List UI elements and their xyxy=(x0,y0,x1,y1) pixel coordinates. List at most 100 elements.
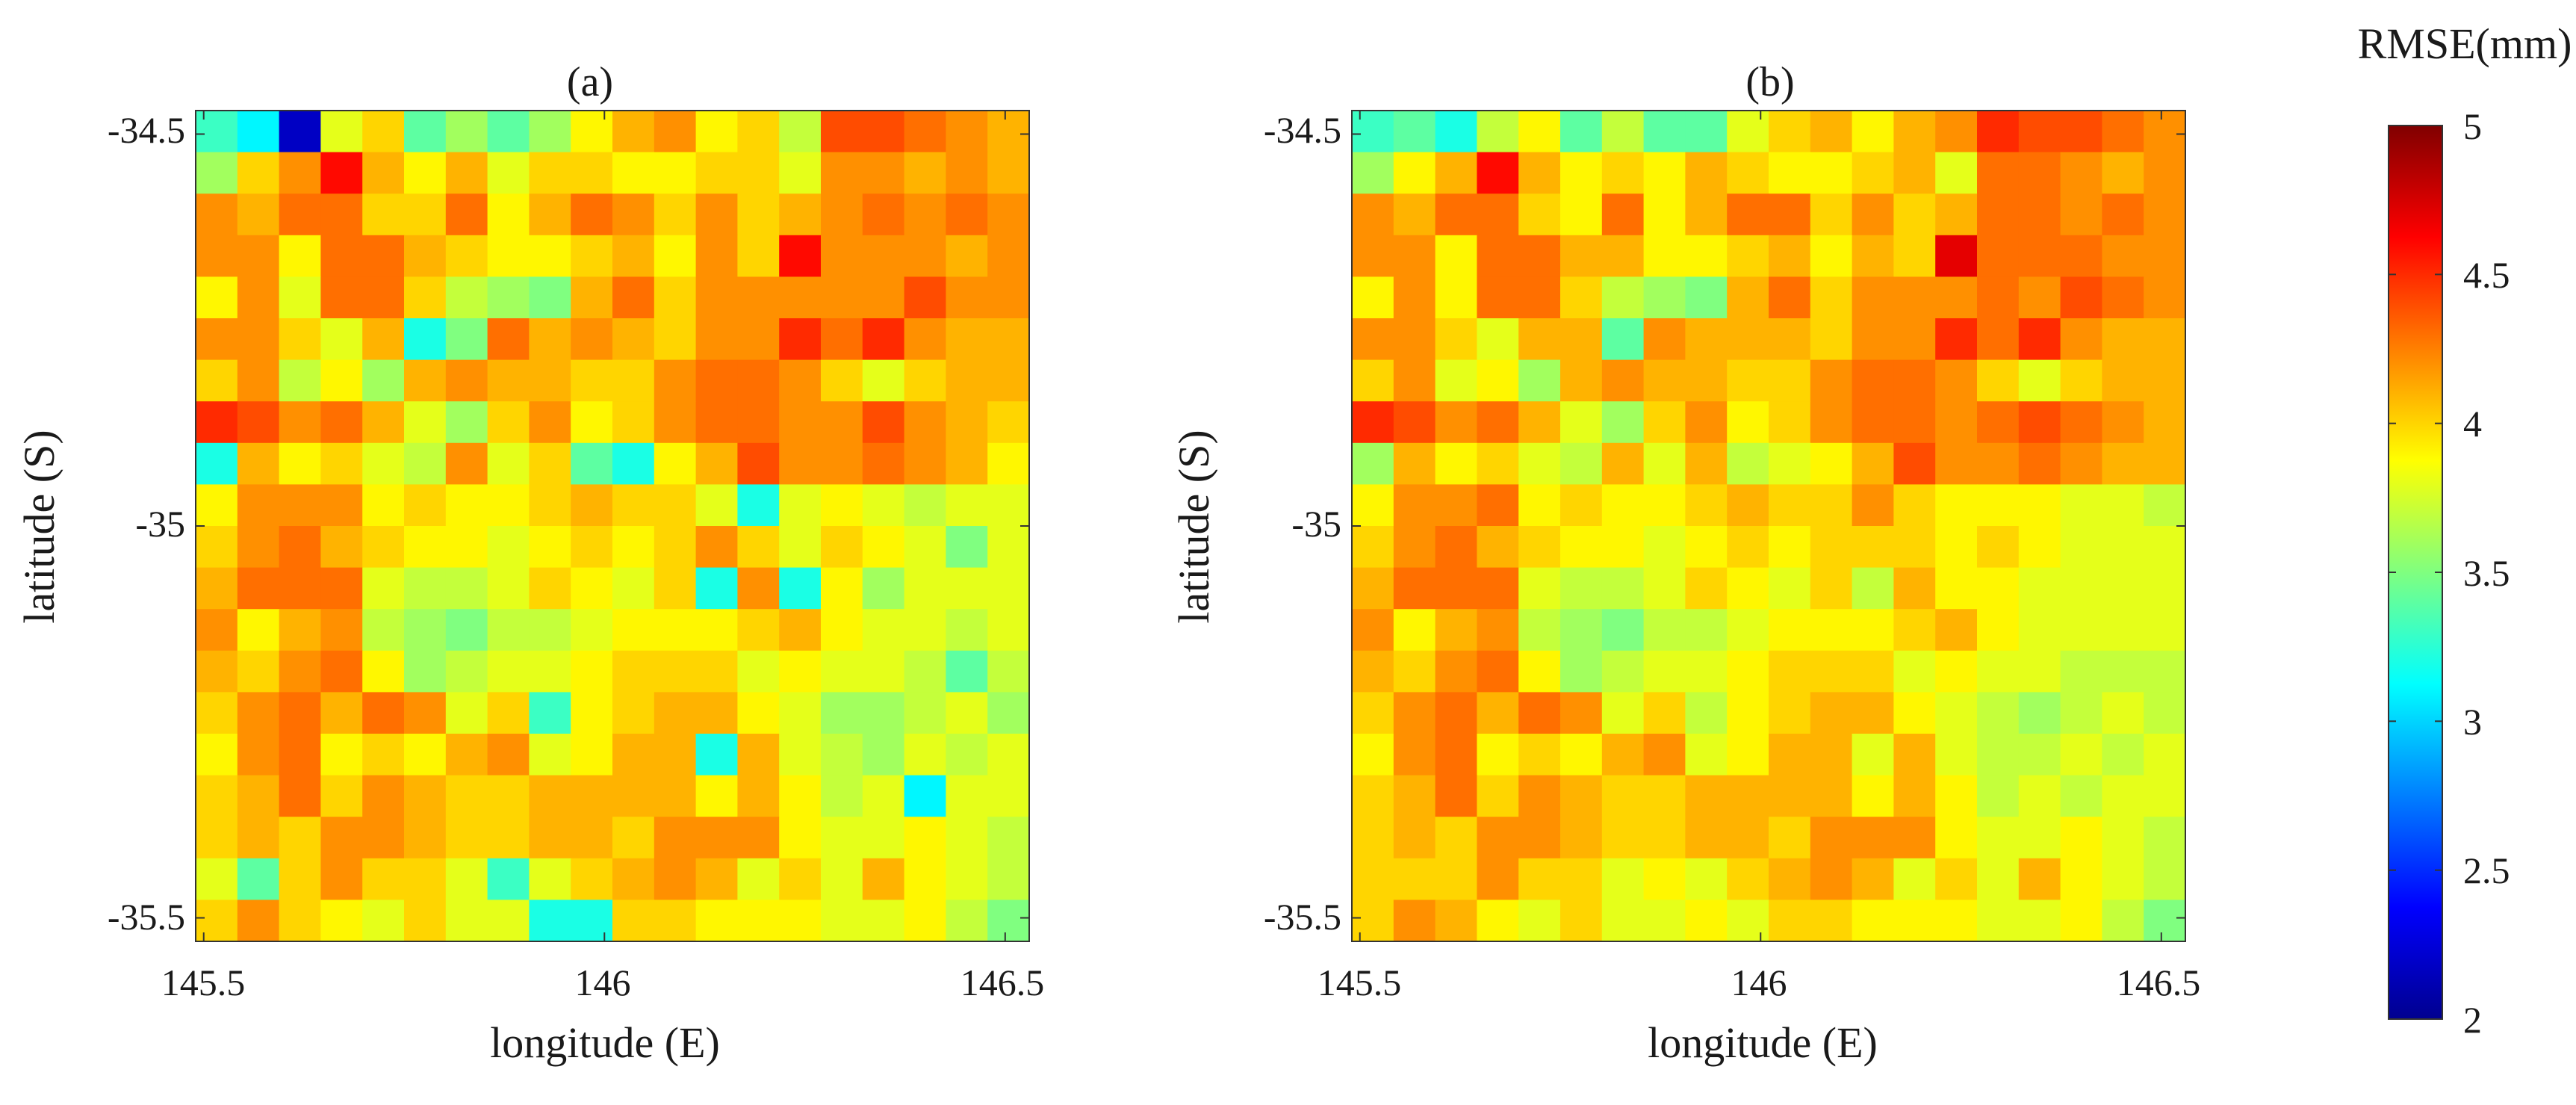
heatmap-cell xyxy=(320,111,363,153)
heatmap-cell xyxy=(404,235,447,277)
heatmap-cell xyxy=(1601,609,1645,651)
heatmap-cell xyxy=(862,609,905,651)
ytick-label: -35.5 xyxy=(108,896,185,938)
heatmap-cell xyxy=(404,152,447,194)
heatmap-cell xyxy=(2102,567,2144,610)
heatmap-cell xyxy=(779,858,822,900)
heatmap-cell xyxy=(320,526,363,569)
heatmap-cell xyxy=(1852,111,1894,153)
ytick-label: -35.5 xyxy=(1264,896,1341,938)
heatmap-cell xyxy=(737,692,780,734)
colorbar-tick-label: 2 xyxy=(2463,999,2482,1041)
heatmap-cell xyxy=(1601,194,1645,236)
heatmap-cell xyxy=(1810,152,1853,194)
heatmap-cell xyxy=(1435,111,1477,153)
heatmap-cell xyxy=(1518,775,1561,817)
heatmap-cell xyxy=(654,692,697,734)
heatmap-cell xyxy=(1893,567,1936,610)
heatmap-cell xyxy=(1393,111,1436,153)
heatmap-cell xyxy=(654,484,697,527)
heatmap-cell xyxy=(445,276,488,319)
heatmap-cell xyxy=(1685,484,1728,527)
heatmap-cell xyxy=(654,526,697,569)
heatmap-cell xyxy=(237,484,280,527)
heatmap-cell xyxy=(862,318,905,361)
heatmap-cell xyxy=(946,858,988,900)
heatmap-cell xyxy=(1518,900,1561,942)
heatmap-cell xyxy=(612,817,655,859)
heatmap-cell xyxy=(445,609,488,651)
heatmap-cell xyxy=(1769,567,1811,610)
heatmap-cell xyxy=(1435,858,1477,900)
heatmap-cell xyxy=(529,817,571,859)
heatmap-cell xyxy=(1727,817,1769,859)
heatmap-cell xyxy=(2144,194,2186,236)
xtick-label: 146 xyxy=(1731,962,1787,1003)
heatmap-cell xyxy=(2018,650,2061,693)
heatmap-cell xyxy=(904,817,946,859)
heatmap-cell xyxy=(571,609,613,651)
heatmap-cell xyxy=(1727,734,1769,776)
heatmap-cell xyxy=(2060,359,2102,402)
heatmap-cell xyxy=(1643,359,1686,402)
heatmap-cell xyxy=(1477,775,1519,817)
heatmap-cell xyxy=(1435,359,1477,402)
heatmap-cell xyxy=(1477,442,1519,485)
heatmap-cell xyxy=(1935,235,1978,277)
heatmap-cell xyxy=(1685,692,1728,734)
heatmap-cell xyxy=(1435,775,1477,817)
heatmap-cell xyxy=(2018,318,2061,361)
heatmap-cell xyxy=(2102,235,2144,277)
heatmap-cell xyxy=(1893,442,1936,485)
heatmap-cell xyxy=(487,235,530,277)
heatmap-cell xyxy=(196,526,238,569)
heatmap-cell xyxy=(571,858,613,900)
heatmap-cell xyxy=(1393,276,1436,319)
heatmap-cell xyxy=(2060,526,2102,569)
heatmap-cell xyxy=(654,152,697,194)
heatmap-cell xyxy=(196,276,238,319)
heatmap-cell xyxy=(1977,442,2020,485)
heatmap-cell xyxy=(987,650,1030,693)
heatmap-cell xyxy=(2060,235,2102,277)
heatmap-cell xyxy=(1393,609,1436,651)
heatmap-cell xyxy=(529,775,571,817)
heatmap-cell xyxy=(2018,609,2061,651)
heatmap-cell xyxy=(737,900,780,942)
heatmap-cell xyxy=(2060,692,2102,734)
heatmap-cell xyxy=(2018,775,2061,817)
heatmap-cell xyxy=(1477,858,1519,900)
heatmap-cell xyxy=(2018,276,2061,319)
heatmap-cell xyxy=(1935,401,1978,444)
heatmap-cell xyxy=(196,609,238,651)
heatmap-cell xyxy=(654,567,697,610)
heatmap-cell xyxy=(904,609,946,651)
heatmap-cell xyxy=(2060,401,2102,444)
heatmap-cell xyxy=(529,609,571,651)
heatmap-cell xyxy=(1810,650,1853,693)
heatmap-cell xyxy=(1935,442,1978,485)
heatmap-cell xyxy=(654,235,697,277)
heatmap-cell xyxy=(862,900,905,942)
heatmap-cell xyxy=(987,858,1030,900)
heatmap-cell xyxy=(1477,526,1519,569)
heatmap-cell xyxy=(362,235,405,277)
heatmap-cell xyxy=(1935,609,1978,651)
heatmap-cell xyxy=(1560,318,1603,361)
heatmap-cell xyxy=(529,442,571,485)
heatmap-cell xyxy=(1601,318,1645,361)
heatmap-cell xyxy=(445,111,488,153)
heatmap-cell xyxy=(1685,526,1728,569)
heatmap-cell xyxy=(1893,609,1936,651)
heatmap-cell xyxy=(237,442,280,485)
heatmap-cell xyxy=(612,484,655,527)
heatmap-cell xyxy=(1727,484,1769,527)
heatmap-cell xyxy=(529,235,571,277)
heatmap-cell xyxy=(1685,359,1728,402)
heatmap-cell xyxy=(487,401,530,444)
heatmap-cell xyxy=(404,318,447,361)
heatmap-cell xyxy=(571,194,613,236)
heatmap-cell xyxy=(1643,152,1686,194)
heatmap-cell xyxy=(695,567,738,610)
heatmap-cell xyxy=(1352,567,1394,610)
